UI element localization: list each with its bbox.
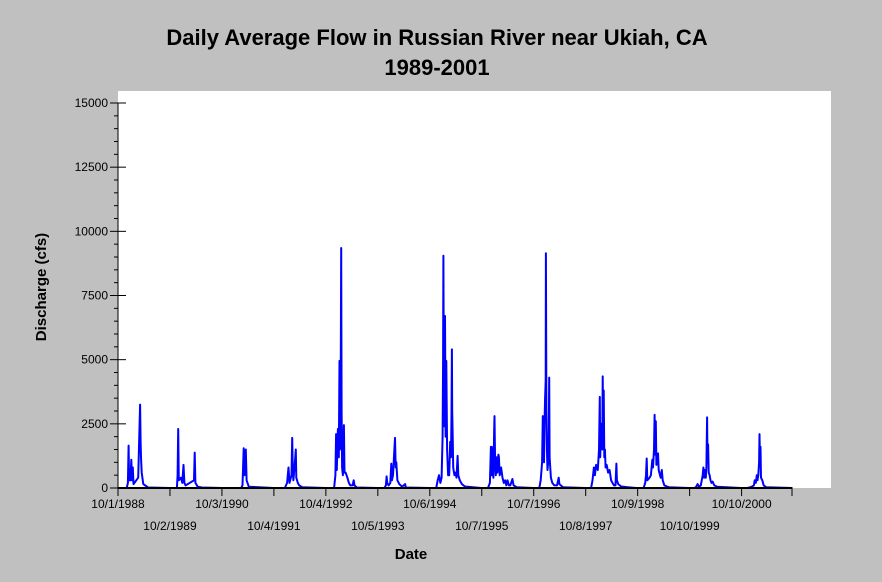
x-tick-label: 10/10/2000 bbox=[712, 497, 772, 511]
x-axis-label: Date bbox=[395, 546, 428, 563]
x-tick-label: 10/8/1997 bbox=[559, 519, 613, 533]
y-tick-label: 12500 bbox=[75, 160, 109, 174]
x-tick-label: 10/5/1993 bbox=[351, 519, 405, 533]
x-tick-label: 10/7/1995 bbox=[455, 519, 509, 533]
y-tick-label: 2500 bbox=[81, 417, 108, 431]
y-tick-label: 10000 bbox=[75, 224, 109, 238]
x-tick-label: 10/10/1999 bbox=[660, 519, 720, 533]
series-layer bbox=[118, 247, 793, 489]
x-tick-label: 10/3/1990 bbox=[195, 497, 249, 511]
series-line-0 bbox=[118, 247, 793, 489]
x-tick-label: 10/7/1996 bbox=[507, 497, 561, 511]
y-tick-label: 15000 bbox=[75, 96, 109, 110]
x-tick-label: 10/4/1992 bbox=[299, 497, 353, 511]
plot-area bbox=[118, 91, 831, 488]
y-tick-label: 7500 bbox=[81, 289, 108, 303]
y-axis-ticks: 0 2500 5000 7500 10000 12500 15000 bbox=[75, 96, 126, 495]
y-tick-label: 5000 bbox=[81, 353, 108, 367]
x-tick-label: 10/9/1998 bbox=[611, 497, 665, 511]
chart-subtitle: 1989-2001 bbox=[384, 55, 489, 80]
x-tick-label: 10/4/1991 bbox=[247, 519, 301, 533]
x-tick-label: 10/6/1994 bbox=[403, 497, 457, 511]
x-tick-label: 10/2/1989 bbox=[143, 519, 197, 533]
y-axis-label: Discharge (cfs) bbox=[33, 233, 50, 341]
y-tick-label: 0 bbox=[101, 481, 108, 495]
chart-title: Daily Average Flow in Russian River near… bbox=[166, 25, 707, 50]
x-axis-ticks: 10/1/1988 10/2/1989 10/3/1990 10/4/1991 10/4… bbox=[91, 487, 793, 533]
x-tick-label: 10/1/1988 bbox=[91, 497, 145, 511]
